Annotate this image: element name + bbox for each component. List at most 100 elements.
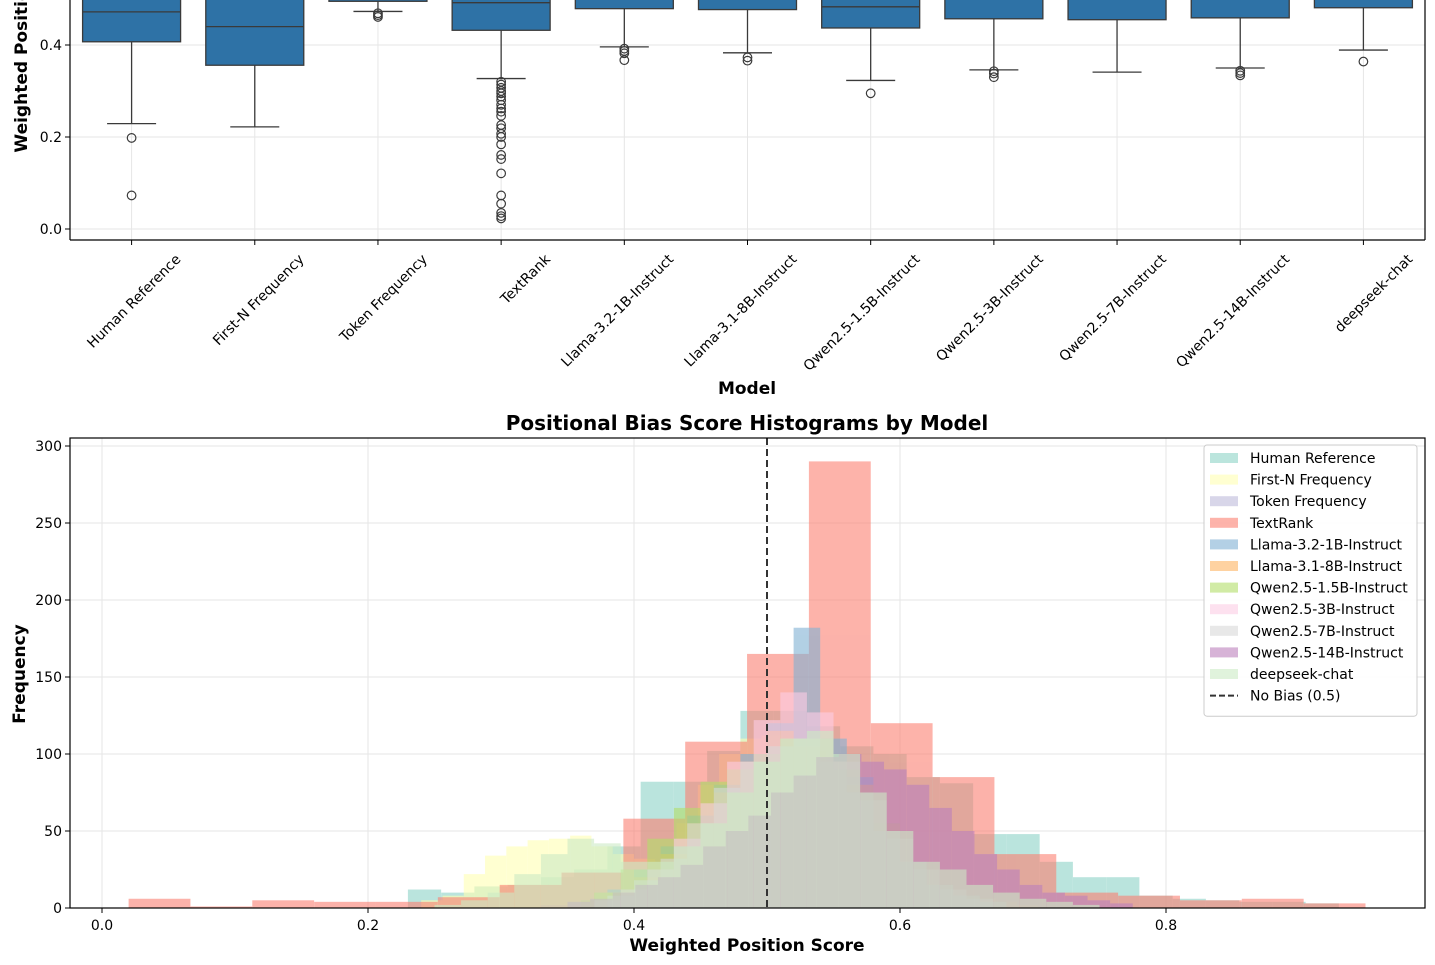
legend-item: Token Frequency — [1210, 494, 1367, 510]
histogram-bar — [1118, 895, 1180, 908]
box-0 — [81, 0, 182, 201]
box-4 — [574, 0, 674, 66]
legend-item: Qwen2.5-3B-Instruct — [1210, 602, 1395, 618]
box-10 — [1313, 0, 1414, 67]
histogram-y-ticks: 0 50 100 150 200 250 300 — [35, 439, 70, 917]
box-8 — [1067, 0, 1167, 73]
box-plot-x-tick-label: Qwen2.5-3B-Instruct — [933, 251, 1047, 365]
histogram-bar — [461, 900, 488, 908]
legend-label: Human Reference — [1250, 451, 1375, 467]
box-outlier-point — [496, 207, 507, 218]
histogram-bar — [540, 854, 568, 908]
box-plot-chart: 0.0 0.2 0.4 Human Reference First-N Frequen… — [12, 0, 1426, 399]
box-plot-y-tick-label: 0.4 — [40, 38, 62, 54]
box-outlier-point — [496, 150, 507, 160]
histogram-bar — [647, 861, 674, 908]
legend-item: Llama-3.1-8B-Instruct — [1210, 559, 1403, 575]
histogram-bar — [514, 874, 541, 908]
histogram-bar — [993, 892, 1020, 908]
histogram-bar — [252, 900, 315, 908]
histogram-bar — [727, 792, 754, 908]
box-plot-y-tick-label: 0.0 — [40, 222, 62, 238]
box-plot-y-axis-label: Weighted Position Score — [12, 0, 32, 153]
histogram-bar — [594, 843, 621, 908]
box-3 — [451, 0, 551, 224]
box-plot-x-tick-label: Llama-3.1-8B-Instruct — [682, 251, 801, 370]
histogram-bar — [700, 823, 728, 908]
histogram-y-axis-label: Frequency — [10, 624, 30, 724]
histogram-bar — [314, 901, 376, 908]
box-outlier-point — [496, 88, 507, 99]
box-outlier-point — [496, 213, 507, 224]
legend-item: TextRank — [1210, 516, 1314, 532]
box-outlier-point — [742, 55, 753, 66]
histogram-y-tick-label: 100 — [35, 747, 62, 763]
box-outlier-point — [126, 133, 137, 143]
histogram-bar — [833, 754, 861, 908]
box-plot-x-tick-label: Human Reference — [84, 252, 184, 352]
box-plot-x-tick-label: deepseek-chat — [1332, 251, 1417, 336]
box-plot-x-ticks: Human Reference First-N Frequency Token Fr… — [84, 240, 1417, 374]
box-iqr-rect — [205, 0, 305, 66]
histogram-x-ticks: 0.0 0.2 0.4 0.6 0.8 — [91, 908, 1177, 934]
box-outlier-point — [1358, 56, 1369, 67]
histogram-y-tick-label: 300 — [35, 439, 62, 455]
box-plot-x-tick-label: Qwen2.5-14B-Instruct — [1173, 251, 1293, 371]
box-outlier-point — [496, 110, 507, 121]
legend-label: First-N Frequency — [1250, 473, 1372, 489]
box-iqr-rect — [697, 0, 798, 11]
histogram-bar — [487, 892, 515, 908]
histogram-bar — [886, 831, 914, 908]
histogram-bar — [1019, 898, 1047, 908]
box-plot-y-ticks: 0.0 0.2 0.4 — [40, 38, 70, 238]
legend-item: Qwen2.5-1.5B-Instruct — [1210, 581, 1408, 597]
histogram-y-tick-label: 50 — [44, 824, 62, 840]
histogram-bar — [128, 898, 191, 908]
box-7 — [944, 0, 1044, 83]
histogram-title: Positional Bias Score Histograms by Mode… — [506, 411, 989, 435]
legend-label: Llama-3.2-1B-Instruct — [1250, 537, 1403, 553]
histogram-bar — [1179, 900, 1242, 908]
histogram-bar — [434, 904, 462, 908]
box-outlier-point — [988, 68, 999, 79]
legend-swatch — [1210, 647, 1238, 658]
histogram-bar — [375, 901, 438, 908]
box-outlier-point — [865, 88, 876, 99]
histogram-bar — [1303, 903, 1366, 908]
box-plot-y-tick-label: 0.2 — [40, 130, 62, 146]
box-outlier-point — [496, 132, 507, 142]
histogram-bar — [620, 861, 648, 908]
legend-label: Token Frequency — [1249, 494, 1367, 510]
histogram-frame — [69, 437, 1426, 909]
box-iqr-rect — [81, 0, 182, 43]
legend-swatch — [1210, 669, 1238, 679]
histogram-bar — [1087, 900, 1111, 908]
legend-swatch — [1210, 517, 1238, 528]
legend-label: Qwen2.5-1.5B-Instruct — [1250, 581, 1408, 597]
legend-label: Qwen2.5-3B-Instruct — [1250, 602, 1395, 618]
histogram-bar — [966, 884, 994, 908]
histogram-bar — [780, 738, 807, 908]
legend-item: No Bias (0.5) — [1210, 689, 1341, 705]
legend-item: First-N Frequency — [1210, 473, 1372, 489]
box-plot-x-tick-label: Qwen2.5-7B-Instruct — [1056, 251, 1170, 365]
legend-label: Llama-3.1-8B-Instruct — [1250, 559, 1403, 575]
histogram-x-tick-label: 0.0 — [91, 918, 113, 934]
box-5 — [697, 0, 798, 66]
box-plot-x-axis-label: Model — [718, 379, 776, 399]
histogram-y-tick-label: 200 — [35, 593, 62, 609]
histogram-x-axis-label: Weighted Position Score — [629, 936, 864, 956]
histogram-y-tick-label: 0 — [53, 901, 62, 917]
box-outlier-point — [496, 139, 507, 150]
box-outlier-point — [496, 168, 507, 179]
box-plot-x-tick-label: TextRank — [497, 251, 554, 308]
legend-label: Qwen2.5-7B-Instruct — [1250, 624, 1395, 640]
histogram-bar — [913, 861, 940, 908]
box-outlier-point — [1235, 70, 1246, 81]
box-plot-x-tick-label: Llama-3.2-1B-Instruct — [558, 251, 677, 370]
legend-swatch — [1210, 561, 1238, 571]
histogram-bar — [806, 730, 834, 908]
box-iqr-rect — [574, 0, 674, 10]
box-plot-boxes — [81, 0, 1414, 224]
